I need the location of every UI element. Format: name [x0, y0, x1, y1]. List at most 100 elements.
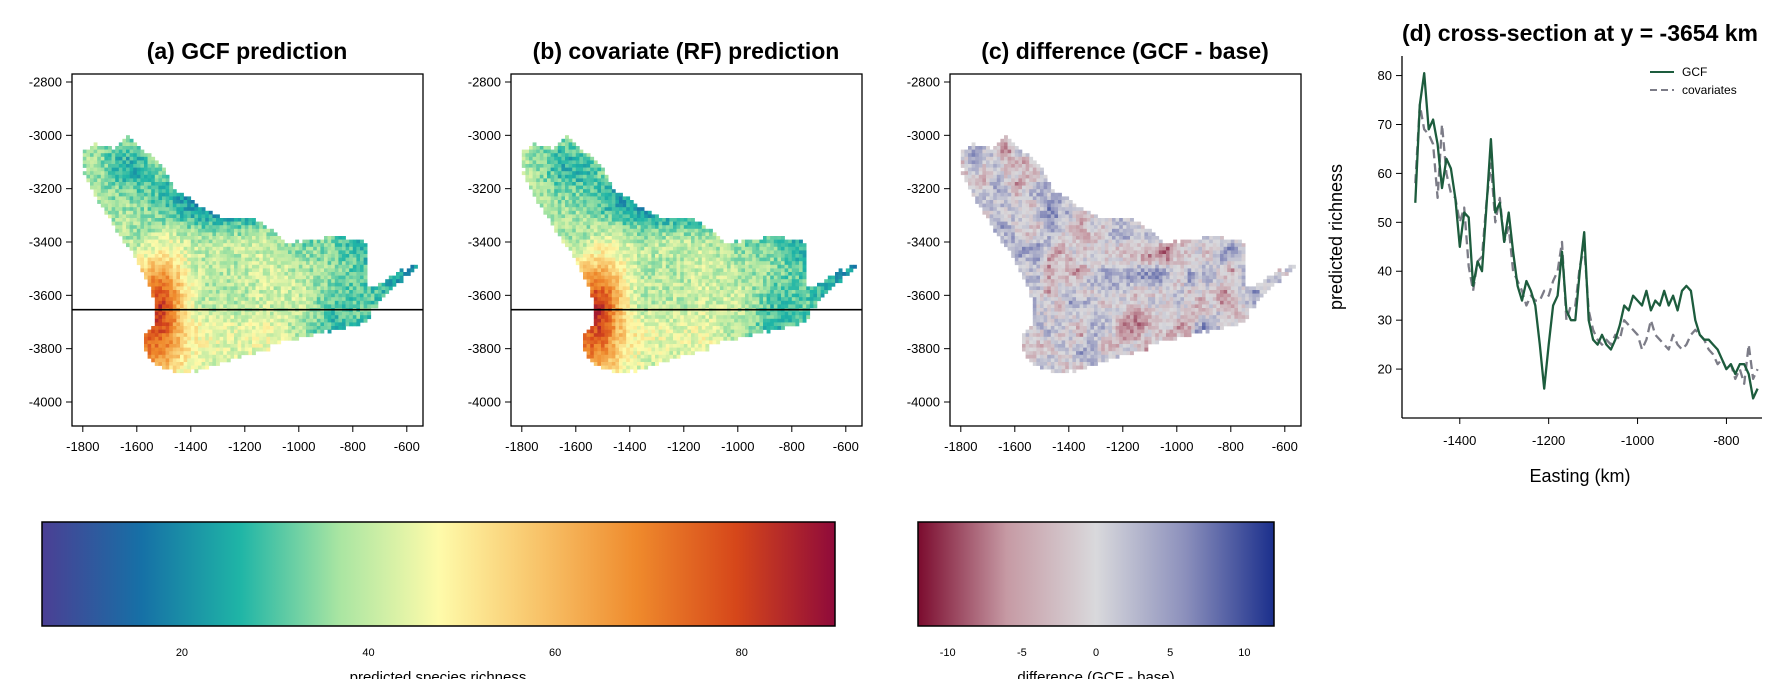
heatmap-cell [187, 275, 192, 280]
heatmap-cell [658, 275, 663, 280]
heatmap-cell [572, 185, 577, 190]
heatmap-cell [122, 185, 127, 190]
heatmap-cell [597, 243, 602, 248]
heatmap-cell [741, 311, 746, 316]
heatmap-cell [579, 243, 584, 248]
heatmap-cell [737, 333, 742, 338]
heatmap-cell [723, 329, 728, 334]
heatmap-cell [205, 336, 210, 341]
heatmap-cell [338, 282, 343, 287]
heatmap-cell [521, 153, 526, 158]
heatmap-cell [176, 264, 181, 269]
heatmap-cell [226, 225, 231, 230]
heatmap-cell [158, 347, 163, 352]
heatmap-cell [230, 290, 235, 294]
heatmap-cell [583, 228, 587, 233]
heatmap-cell [129, 239, 134, 244]
heatmap-cell [676, 254, 681, 258]
heatmap-cell [198, 351, 202, 356]
heatmap-cell [262, 311, 267, 316]
heatmap-cell [244, 236, 249, 240]
heatmap-cell [244, 275, 249, 280]
heatmap-cell [716, 246, 721, 251]
heatmap-cell [208, 318, 213, 323]
heatmap-cell [216, 347, 220, 352]
heatmap-cell [270, 228, 274, 233]
heatmap-cell [723, 250, 728, 255]
heatmap-cell [565, 207, 569, 212]
heatmap-cell [180, 275, 184, 280]
heatmap-cell [593, 362, 598, 366]
heatmap-cell [212, 257, 217, 262]
heatmap-cell [226, 329, 231, 334]
heatmap-cell [252, 225, 256, 230]
heatmap-cell [360, 264, 364, 269]
heatmap-cell [396, 272, 400, 276]
heatmap-cell [277, 236, 282, 240]
heatmap-cell [640, 207, 645, 212]
heatmap-cell [683, 228, 688, 233]
heatmap-cell [198, 210, 202, 215]
heatmap-cell [734, 333, 739, 338]
heatmap-cell [216, 318, 220, 323]
heatmap-cell [568, 185, 573, 190]
heatmap-cell [647, 351, 652, 356]
heatmap-cell [680, 333, 685, 338]
heatmap-cell [183, 311, 188, 316]
heatmap-cell [633, 354, 638, 359]
heatmap-cell [147, 275, 152, 280]
heatmap-cell [169, 189, 174, 194]
heatmap-cell [529, 146, 533, 150]
heatmap-cell [248, 336, 253, 341]
heatmap-cell [309, 239, 314, 244]
heatmap-cell [734, 275, 739, 280]
heatmap-cell [687, 221, 692, 226]
heatmap-cell [626, 311, 631, 316]
heatmap-cell [273, 300, 278, 305]
heatmap-cell [669, 282, 674, 287]
heatmap-cell [198, 232, 202, 237]
heatmap-cell [730, 257, 735, 262]
heatmap-cell [583, 333, 587, 338]
heatmap-cell [169, 318, 174, 323]
heatmap-cell [291, 246, 296, 251]
heatmap-cell [126, 236, 130, 240]
heatmap-cell [669, 228, 674, 233]
heatmap-cell [86, 160, 91, 165]
heatmap-cell [698, 246, 703, 251]
heatmap-cell [259, 264, 264, 269]
heatmap-cell [194, 336, 199, 341]
heatmap-cell [658, 243, 663, 248]
heatmap-cell [133, 153, 138, 158]
heatmap-cell [266, 272, 271, 276]
heatmap-cell [741, 254, 746, 258]
heatmap-cell [701, 232, 706, 237]
heatmap-cell [565, 228, 569, 233]
heatmap-cell [658, 344, 663, 348]
heatmap-cell [255, 246, 260, 251]
heatmap-cell [144, 340, 148, 345]
heatmap-cell [575, 207, 580, 212]
heatmap-cell [172, 297, 177, 302]
heatmap-cell [734, 257, 739, 262]
heatmap-cell [147, 160, 152, 165]
heatmap-cell [561, 142, 566, 147]
heatmap-cell [309, 272, 314, 276]
panel-b-title: (b) covariate (RF) prediction [533, 38, 840, 64]
heatmap-cell [565, 210, 569, 215]
heatmap-cell [259, 300, 264, 305]
heatmap-cell [637, 207, 641, 212]
heatmap-cell [647, 318, 652, 323]
heatmap-cell [683, 286, 688, 291]
heatmap-cell [719, 257, 724, 262]
heatmap-cell [399, 272, 404, 276]
heatmap-cell [205, 272, 210, 276]
heatmap-cell [694, 261, 699, 266]
heatmap-cell [151, 232, 156, 237]
heatmap-cell [655, 225, 659, 230]
heatmap-cell [151, 340, 156, 345]
heatmap-cell [665, 326, 670, 330]
heatmap-cell [280, 290, 285, 294]
heatmap-cell [284, 322, 289, 327]
heatmap-cell [694, 250, 699, 255]
